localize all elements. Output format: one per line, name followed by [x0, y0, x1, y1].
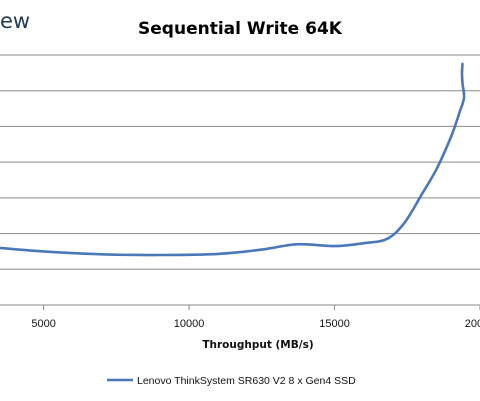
grid [0, 54, 480, 270]
x-tick-label: 5000 [31, 318, 55, 330]
x-axis-ticks: 5000 10000 15000 20000 [31, 305, 480, 330]
x-tick-label: 20000 [465, 318, 480, 330]
legend: Lenovo ThinkSystem SR630 V2 8 x Gen4 SSD [107, 375, 356, 387]
x-tick-label: 15000 [319, 318, 350, 330]
series-line [0, 62, 466, 257]
chart-title: Sequential Write 64K [138, 19, 343, 39]
brand-logo-text: ew [0, 9, 30, 33]
x-axis-label: Throughput (MB/s) [202, 339, 313, 351]
legend-label: Lenovo ThinkSystem SR630 V2 8 x Gen4 SSD [137, 375, 356, 387]
x-tick-label: 10000 [174, 318, 205, 330]
